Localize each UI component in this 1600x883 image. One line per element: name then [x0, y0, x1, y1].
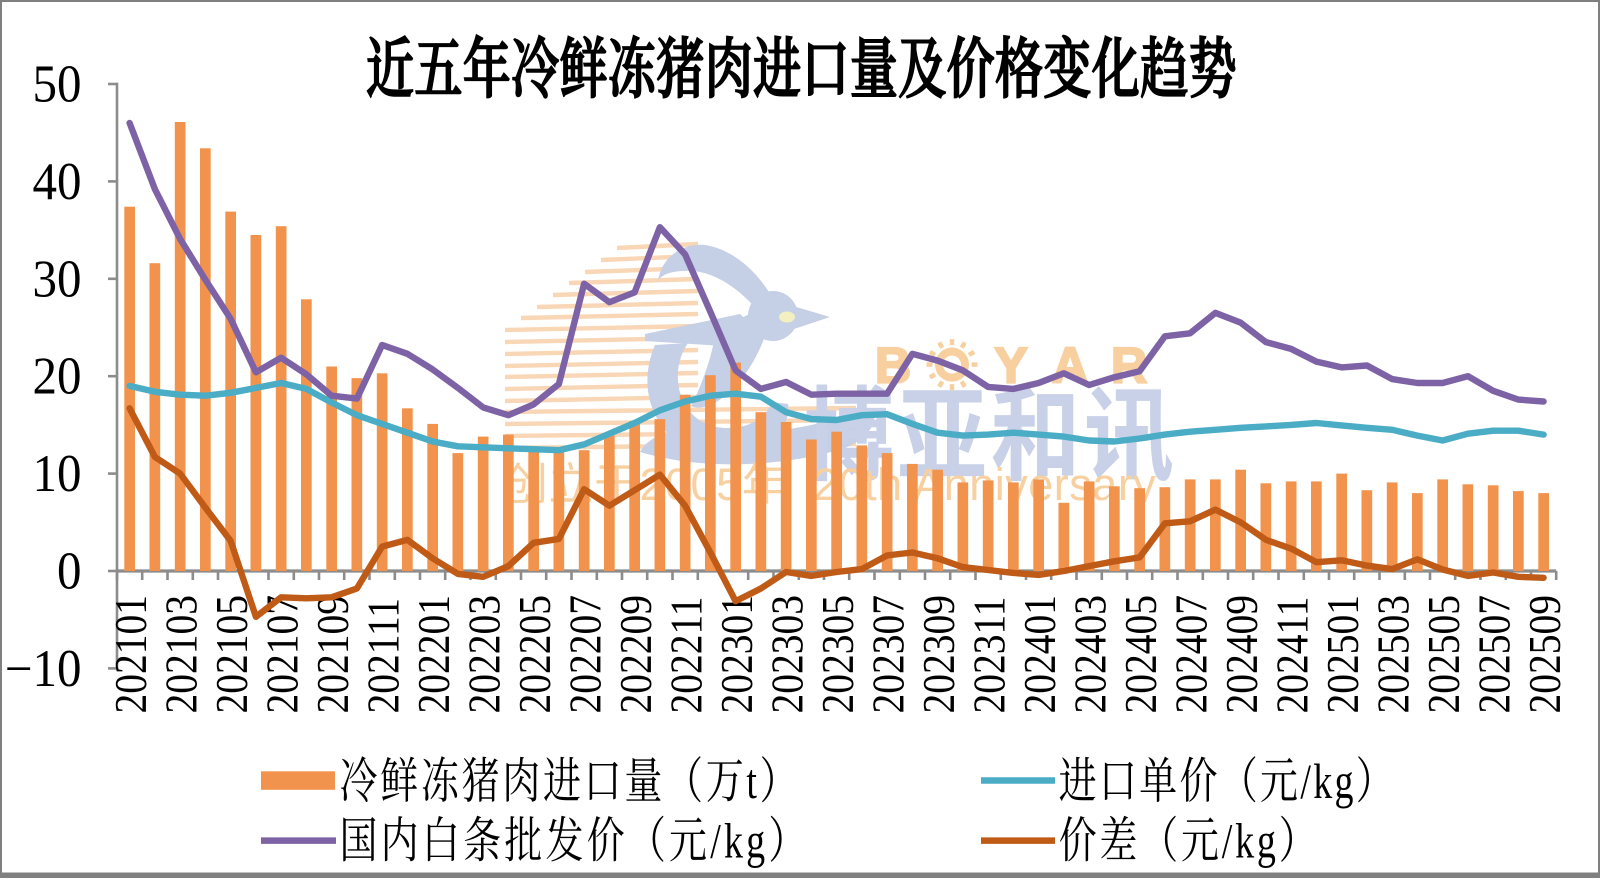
svg-text:202211: 202211	[662, 596, 712, 713]
svg-text:冷鲜冻猪肉进口量（万t）: 冷鲜冻猪肉进口量（万t）	[340, 741, 801, 813]
svg-text:价差（元/kg）: 价差（元/kg）	[1059, 800, 1320, 872]
svg-text:202401: 202401	[1015, 595, 1065, 713]
svg-text:202205: 202205	[510, 595, 560, 713]
svg-text:50: 50	[33, 55, 82, 113]
svg-text:202209: 202209	[611, 595, 661, 713]
svg-text:近五年冷鲜冻猪肉进口量及价格变化趋势: 近五年冷鲜冻猪肉进口量及价格变化趋势	[366, 15, 1237, 111]
svg-text:−10: −10	[5, 639, 82, 697]
svg-text:20: 20	[33, 347, 82, 405]
svg-text:202309: 202309	[914, 595, 964, 713]
svg-text:202101: 202101	[106, 595, 156, 713]
svg-text:40: 40	[33, 152, 82, 210]
svg-text:202311: 202311	[965, 596, 1015, 713]
svg-text:202407: 202407	[1167, 595, 1217, 713]
svg-text:202105: 202105	[207, 595, 257, 713]
svg-text:202305: 202305	[813, 595, 863, 713]
svg-text:进口单价（元/kg）: 进口单价（元/kg）	[1059, 741, 1397, 813]
svg-text:202103: 202103	[157, 595, 207, 713]
svg-text:202111: 202111	[359, 598, 409, 714]
svg-text:30: 30	[33, 250, 82, 308]
svg-text:202409: 202409	[1217, 595, 1267, 713]
svg-text:国内白条批发价（元/kg）: 国内白条批发价（元/kg）	[340, 800, 810, 872]
svg-text:202503: 202503	[1369, 595, 1419, 713]
svg-text:202203: 202203	[460, 595, 510, 713]
svg-text:202411: 202411	[1268, 596, 1318, 713]
svg-text:202107: 202107	[258, 595, 308, 713]
svg-text:202509: 202509	[1520, 595, 1570, 713]
svg-text:202403: 202403	[1066, 595, 1116, 713]
svg-text:202109: 202109	[308, 595, 358, 713]
svg-text:202405: 202405	[1116, 595, 1166, 713]
svg-text:202505: 202505	[1419, 595, 1469, 713]
svg-text:202507: 202507	[1470, 595, 1520, 713]
svg-text:0: 0	[57, 542, 82, 600]
svg-text:202207: 202207	[561, 595, 611, 713]
svg-text:202307: 202307	[864, 595, 914, 713]
svg-text:202303: 202303	[763, 595, 813, 713]
svg-text:R: R	[1111, 338, 1147, 394]
svg-text:202201: 202201	[409, 595, 459, 713]
svg-text:202301: 202301	[712, 595, 762, 713]
svg-text:202501: 202501	[1318, 595, 1368, 713]
svg-text:10: 10	[33, 445, 82, 503]
